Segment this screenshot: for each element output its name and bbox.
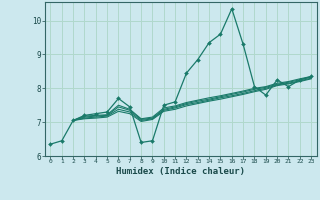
X-axis label: Humidex (Indice chaleur): Humidex (Indice chaleur) bbox=[116, 167, 245, 176]
